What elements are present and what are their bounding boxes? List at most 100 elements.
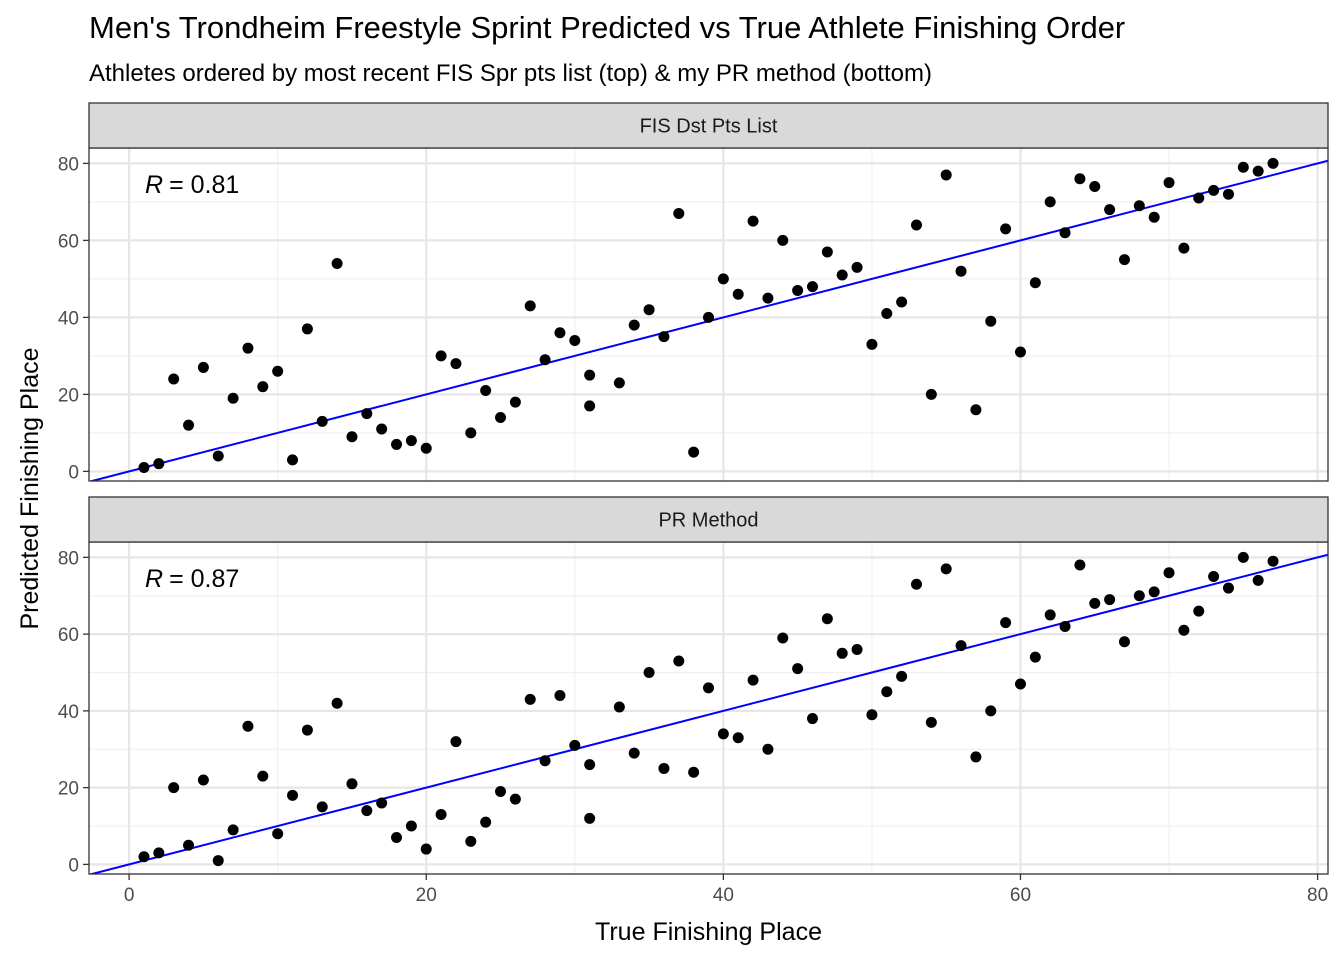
data-point [480, 816, 492, 828]
data-point [539, 755, 551, 767]
data-point [658, 331, 670, 343]
data-point [1104, 204, 1116, 216]
data-point [732, 732, 744, 744]
x-tick-label: 40 [713, 885, 734, 906]
data-point [183, 839, 195, 851]
data-point [762, 292, 774, 304]
data-point [257, 381, 269, 393]
panel-1: FIS Dst Pts List R = 0.81 [88, 102, 1329, 482]
data-point [970, 751, 982, 763]
data-point [391, 832, 403, 844]
data-point [420, 442, 432, 454]
y-tick-label: 80 [58, 548, 79, 569]
data-point [881, 686, 893, 698]
data-point [1178, 242, 1190, 254]
data-point [465, 427, 477, 439]
data-point [1074, 559, 1086, 571]
data-point [331, 697, 343, 709]
data-point [435, 809, 447, 821]
data-point [717, 273, 729, 285]
data-point [910, 219, 922, 231]
data-point [1089, 597, 1101, 609]
data-point [509, 396, 521, 408]
correlation-label: R = 0.87 [145, 565, 239, 593]
data-point [331, 257, 343, 269]
data-point [925, 716, 937, 728]
data-point [866, 709, 878, 721]
data-point [806, 713, 818, 725]
data-point [985, 315, 997, 327]
facet-strip-label: PR Method [658, 510, 758, 532]
data-point [1059, 620, 1071, 632]
data-point [881, 308, 893, 320]
data-point [524, 300, 536, 312]
fit-line [89, 553, 1328, 874]
data-point [703, 682, 714, 694]
data-point [1163, 177, 1175, 189]
x-axis-title: True Finishing Place [595, 918, 822, 946]
data-point [643, 304, 655, 316]
data-point [465, 835, 477, 847]
data-point [1000, 617, 1012, 629]
y-tick-label: 80 [58, 154, 79, 175]
correlation-label: R = 0.81 [145, 171, 239, 199]
y-tick-label: 20 [58, 385, 79, 406]
data-point [376, 423, 388, 435]
data-point [1148, 586, 1160, 598]
data-point [138, 462, 150, 474]
data-point [405, 820, 417, 832]
data-point [985, 705, 997, 717]
data-point [495, 785, 507, 797]
y-tick-label: 40 [58, 308, 79, 329]
data-point [480, 385, 492, 397]
data-point [1104, 594, 1116, 606]
data-point [821, 246, 833, 258]
panels: FIS Dst Pts List R = 0.81 PR Method R = 0.87 [88, 102, 1329, 875]
data-point [821, 613, 833, 625]
data-point [1252, 165, 1264, 177]
data-point [777, 234, 789, 246]
x-tick-label: 80 [1307, 885, 1328, 906]
x-tick-label: 20 [416, 885, 437, 906]
y-tick-label: 60 [58, 625, 79, 646]
data-point [732, 288, 744, 300]
data-point [227, 824, 239, 836]
data-point [376, 797, 388, 809]
data-point [866, 338, 878, 350]
data-point [1193, 192, 1205, 204]
data-point [1029, 651, 1041, 663]
x-tick-label: 60 [1010, 885, 1031, 906]
data-point [777, 632, 789, 644]
data-point [227, 392, 239, 404]
data-point [836, 647, 848, 659]
data-point [1044, 609, 1056, 621]
data-point [138, 851, 150, 863]
data-point [673, 207, 685, 219]
chart-subtitle: Athletes ordered by most recent FIS Spr … [89, 60, 932, 87]
data-point [925, 388, 937, 400]
data-point [1059, 227, 1071, 239]
data-point [584, 759, 596, 771]
data-point [153, 847, 165, 859]
data-point [539, 354, 551, 366]
data-point [851, 643, 863, 655]
data-point [153, 458, 165, 470]
facet-strip [88, 496, 1329, 543]
data-point [747, 674, 759, 686]
data-point [361, 408, 373, 420]
data-point [970, 404, 982, 416]
data-point [1133, 590, 1145, 602]
data-point [435, 350, 447, 362]
data-point [628, 747, 640, 759]
x-tick-label: 0 [124, 885, 135, 906]
data-point [584, 812, 596, 824]
data-point [197, 774, 209, 786]
data-point [910, 578, 922, 590]
y-axis-title: Predicted Finishing Place [16, 347, 44, 629]
data-point [1074, 173, 1086, 185]
data-point [168, 782, 180, 794]
data-point [1029, 277, 1041, 289]
data-point [554, 690, 566, 702]
data-point [658, 762, 670, 774]
